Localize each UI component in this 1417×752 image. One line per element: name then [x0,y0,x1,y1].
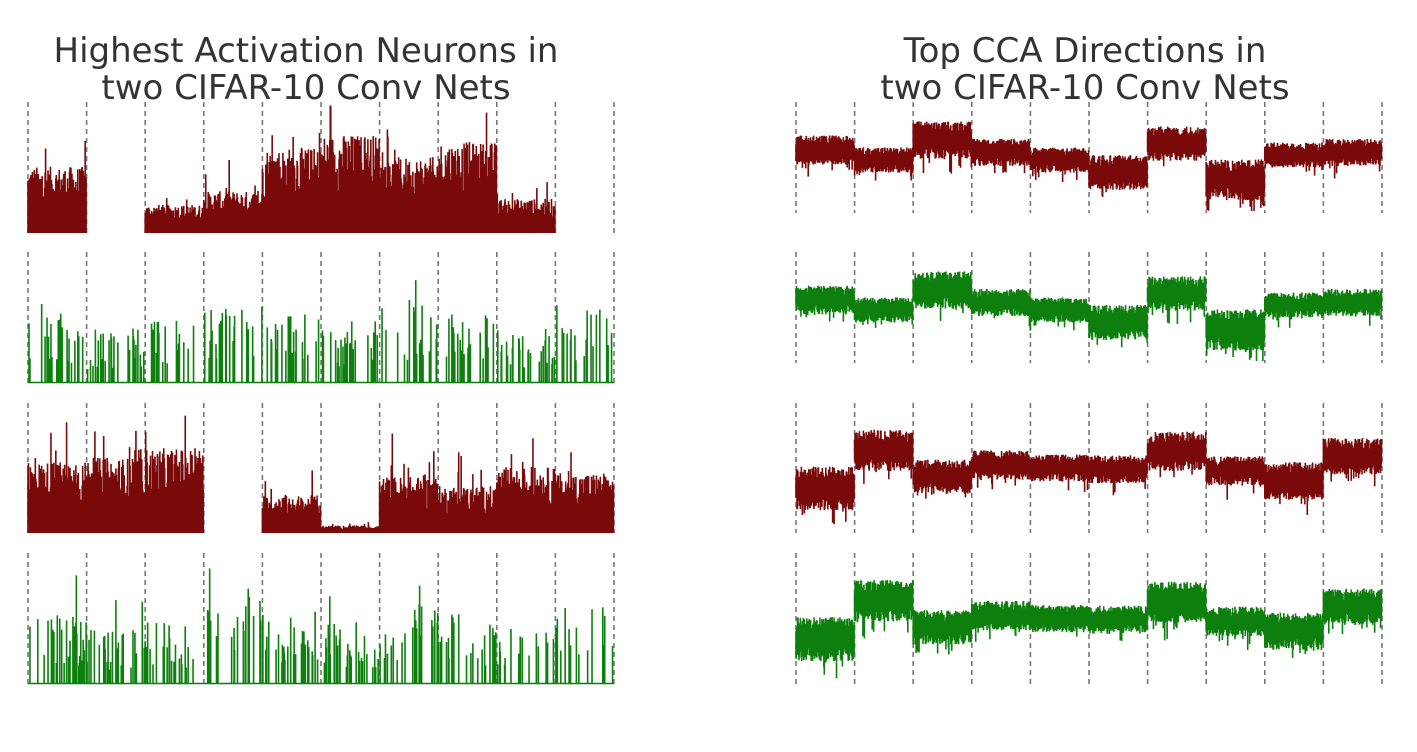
series-red [795,121,1383,211]
series-red [795,429,1383,525]
series-green [795,580,1383,679]
panel-1-row-2 [795,403,1383,533]
panel-1-row-0 [795,102,1383,213]
right-panel [795,102,1383,684]
series-red [27,105,556,233]
panel-0-row-1 [27,252,615,384]
series-green [795,271,1383,361]
left-panel-title: Highest Activation Neurons in two CIFAR-… [53,31,559,108]
panel-0-row-2 [27,403,615,533]
right-panel-title: Top CCA Directions in two CIFAR-10 Conv … [880,31,1290,108]
series-green [28,280,613,383]
series-red [27,415,615,533]
panel-1-row-1 [795,252,1383,363]
panel-0-row-3 [27,553,615,685]
panel-1-row-3 [795,553,1383,684]
left-panel [27,102,615,685]
panel-0-row-0 [27,102,615,233]
series-green [29,568,614,684]
